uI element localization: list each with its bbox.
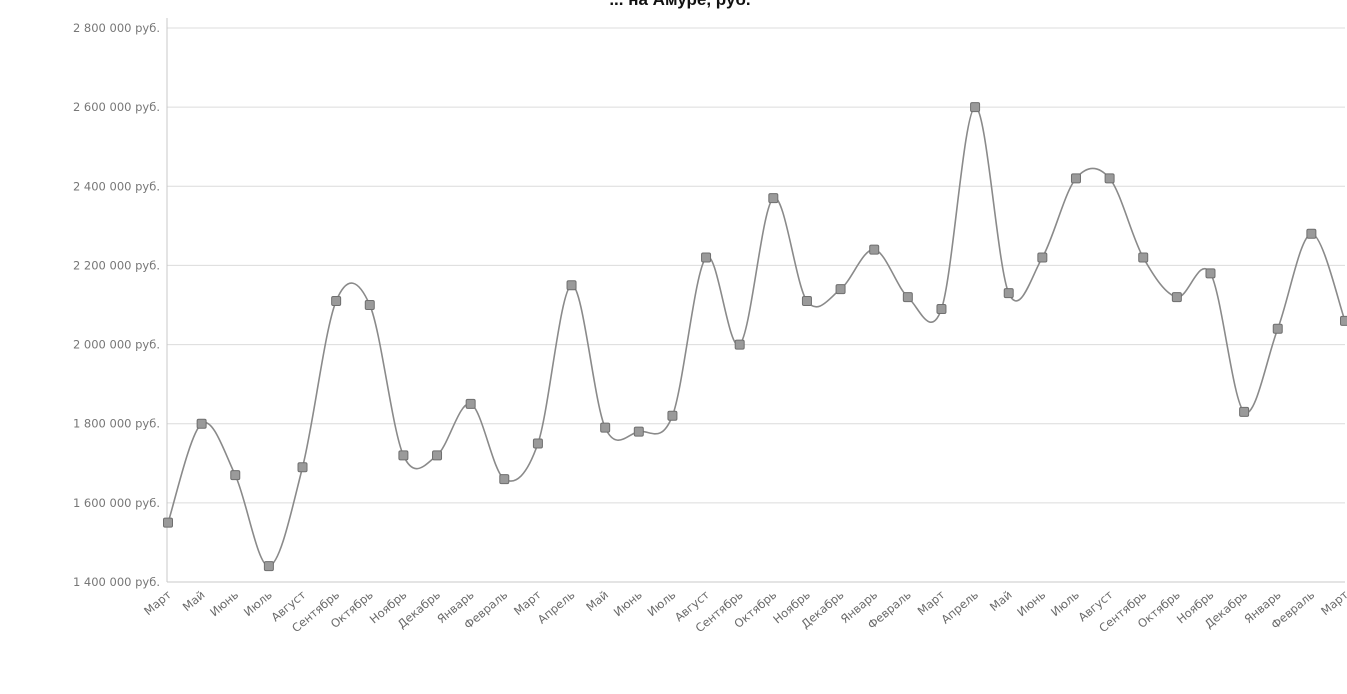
x-tick-label: Июнь	[611, 587, 645, 619]
data-point	[566, 280, 577, 291]
data-point	[701, 252, 712, 263]
data-point	[331, 296, 342, 307]
y-tick-label: 2 000 000 руб.	[73, 338, 160, 352]
x-tick-label: Март	[1318, 587, 1347, 618]
data-point	[297, 462, 308, 473]
data-point	[532, 438, 543, 449]
series-line	[167, 106, 1346, 567]
data-point	[768, 193, 779, 204]
data-point	[1037, 252, 1048, 263]
y-tick-label: 1 400 000 руб.	[73, 575, 160, 589]
x-tick-label: Май	[987, 588, 1015, 614]
data-point	[869, 244, 880, 255]
data-point	[196, 418, 207, 429]
data-point	[230, 470, 241, 481]
data-point	[263, 561, 274, 572]
data-points	[163, 102, 1347, 572]
chart-title: ... на Амуре, руб.	[330, 0, 1030, 10]
data-point	[1138, 252, 1149, 263]
data-point	[633, 426, 644, 437]
y-tick-label: 2 600 000 руб.	[73, 100, 160, 114]
y-tick-label: 1 800 000 руб.	[73, 417, 160, 431]
data-point	[1340, 315, 1347, 326]
y-tick-label: 2 400 000 руб.	[73, 179, 160, 193]
x-tick-label: Июнь	[1014, 587, 1048, 619]
x-tick-label: Май	[180, 588, 208, 614]
data-point	[835, 284, 846, 295]
series-line-layer	[167, 106, 1346, 567]
data-point	[364, 300, 375, 310]
data-point	[1104, 173, 1115, 184]
data-point	[600, 422, 611, 433]
y-axis-ticks: 1 400 000 руб. 1 600 000 руб. 1 800 000 ру…	[73, 21, 160, 589]
data-point	[1070, 173, 1081, 184]
y-tick-label: 2 800 000 руб.	[73, 21, 160, 35]
data-point	[970, 102, 981, 113]
x-tick-label: Апрель	[535, 587, 578, 626]
data-point	[667, 410, 678, 421]
data-point	[734, 339, 745, 350]
data-point	[1003, 288, 1014, 299]
x-tick-label: Май	[583, 588, 611, 614]
x-tick-label: Июнь	[207, 587, 241, 619]
axes	[166, 18, 1345, 583]
gridlines	[167, 27, 1345, 504]
data-point	[1171, 292, 1182, 303]
x-tick-label: Март	[141, 587, 174, 618]
data-point	[1205, 268, 1216, 279]
data-point	[902, 292, 913, 303]
data-point	[801, 296, 812, 307]
y-tick-label: 2 200 000 руб.	[73, 258, 160, 272]
data-point	[1306, 228, 1317, 239]
data-point	[936, 303, 947, 314]
data-point	[465, 398, 476, 409]
x-tick-label: Апрель	[938, 587, 981, 626]
data-point	[1239, 406, 1250, 417]
y-tick-label: 1 600 000 руб.	[73, 496, 160, 510]
x-axis-ticks: Март Май Июнь ИюльАвгустСентябрьОктябрьНояб…	[141, 587, 1347, 635]
data-point	[1272, 323, 1283, 334]
data-point	[163, 517, 173, 528]
data-point	[432, 450, 443, 461]
data-point	[398, 450, 409, 461]
data-point	[499, 474, 510, 485]
